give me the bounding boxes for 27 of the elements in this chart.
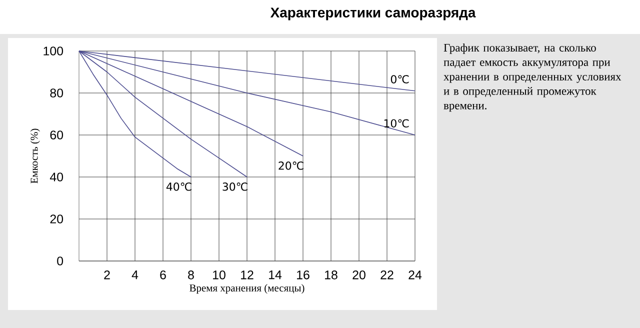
y-tick-label: 0 bbox=[57, 256, 64, 266]
text: График показывает, на сколько падает емкость аккумулятора при хранении в определенных условиях и в определенный промежуток времени. bbox=[444, 44, 622, 112]
x-tick-label: 14 bbox=[269, 270, 282, 280]
x-tick-label: 22 bbox=[380, 270, 394, 280]
x-tick-label: 8 bbox=[188, 270, 194, 280]
series-label: 20℃ bbox=[278, 162, 304, 170]
series-label: 30℃ bbox=[222, 182, 248, 191]
x-tick-label: 4 bbox=[132, 270, 138, 280]
series-label: 40℃ bbox=[166, 182, 192, 191]
y-tick-label: 40 bbox=[50, 172, 64, 182]
y-tick-label: 100 bbox=[44, 46, 64, 56]
y-tick-label: 60 bbox=[50, 130, 64, 140]
x-tick-label: 6 bbox=[160, 270, 166, 280]
x-tick-label: 20 bbox=[352, 270, 366, 280]
series-label: 10℃ bbox=[384, 119, 409, 128]
x-tick-label: 12 bbox=[241, 270, 254, 280]
y-tick-label: 80 bbox=[50, 88, 64, 98]
x-tick-label: 2 bbox=[104, 270, 110, 280]
x-tick-label: 10 bbox=[213, 270, 226, 280]
chart-title: Характеристики саморазряда bbox=[270, 8, 476, 20]
x-tick-label: 16 bbox=[297, 270, 310, 280]
series-label: 0℃ bbox=[390, 75, 409, 84]
x-tick-label: 18 bbox=[325, 270, 338, 280]
x-axis-title: Время хранения (месяцы) bbox=[190, 284, 304, 294]
x-tick-label: 24 bbox=[408, 270, 422, 280]
y-axis-title: Емкость (%) bbox=[30, 128, 40, 184]
y-tick-label: 20 bbox=[50, 214, 64, 224]
